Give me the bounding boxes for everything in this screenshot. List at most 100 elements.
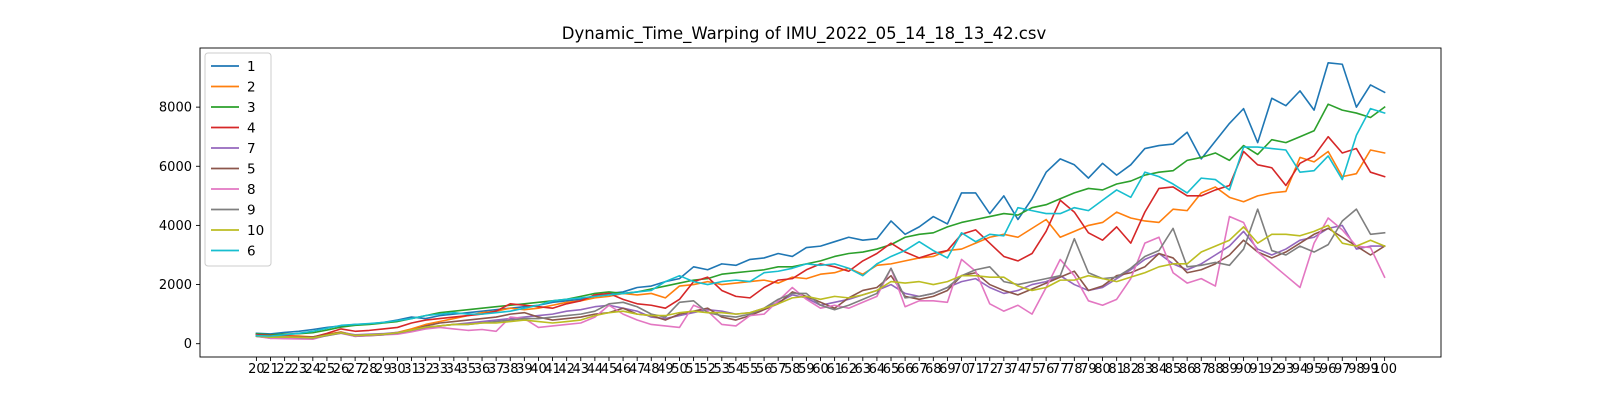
x-tick-label: 77 (1052, 362, 1069, 377)
x-tick-label: 39 (516, 362, 533, 377)
x-tick-label: 82 (1122, 362, 1139, 377)
y-tick-label: 8000 (159, 101, 192, 116)
x-tick-label: 34 (446, 362, 463, 377)
x-tick-label: 42 (558, 362, 575, 377)
legend-label-3: 3 (247, 100, 256, 116)
series-line-6 (255, 107, 1386, 337)
x-tick-label: 40 (530, 362, 547, 377)
x-tick-label: 74 (1010, 362, 1027, 377)
x-tick-label: 57 (770, 362, 787, 377)
series-line-10 (255, 224, 1386, 339)
x-tick-label: 52 (699, 362, 716, 377)
x-tick-label: 20 (248, 362, 265, 377)
x-tick-label: 21 (262, 362, 279, 377)
x-tick-label: 60 (812, 362, 829, 377)
x-tick-label: 31 (403, 362, 420, 377)
x-tick-label: 61 (826, 362, 843, 377)
legend-label-7: 7 (247, 141, 256, 157)
x-tick-label: 35 (460, 362, 477, 377)
x-tick-label: 38 (502, 362, 519, 377)
chart-title: Dynamic_Time_Warping of IMU_2022_05_14_1… (562, 24, 1047, 44)
x-tick-label: 48 (643, 362, 660, 377)
legend: 1 2 3 4 7 5 8 9 10 6 (204, 52, 272, 267)
x-tick-label: 47 (629, 362, 646, 377)
x-tick-label: 80 (1094, 362, 1111, 377)
x-tick-label: 66 (897, 362, 914, 377)
series-line-3 (255, 103, 1386, 336)
x-tick-label: 46 (615, 362, 632, 377)
x-tick-label: 72 (981, 362, 998, 377)
x-tick-label: 100 (1372, 362, 1397, 377)
series-line-5 (255, 227, 1386, 339)
x-tick-label: 98 (1348, 362, 1365, 377)
x-tick-label: 62 (840, 362, 857, 377)
x-tick-label: 36 (474, 362, 491, 377)
x-tick-label: 33 (431, 362, 448, 377)
x-tick-label: 75 (1024, 362, 1041, 377)
x-tick-label: 96 (1320, 362, 1337, 377)
legend-label-8: 8 (247, 182, 256, 198)
x-tick-label: 26 (333, 362, 350, 377)
x-tick-label: 67 (911, 362, 928, 377)
series-line-4 (255, 135, 1386, 338)
x-tick-label: 81 (1108, 362, 1125, 377)
x-tick-label: 32 (417, 362, 434, 377)
x-tick-label: 25 (319, 362, 336, 377)
x-tick-label: 71 (967, 362, 984, 377)
x-tick-label: 85 (1165, 362, 1182, 377)
x-tick-label: 93 (1278, 362, 1295, 377)
x-tick-label: 79 (1080, 362, 1097, 377)
x-tick-label: 88 (1207, 362, 1224, 377)
y-tick-label: 4000 (159, 219, 192, 234)
x-tick-label: 87 (1193, 362, 1210, 377)
legend-label-5: 5 (247, 162, 256, 178)
x-tick-label: 54 (728, 362, 745, 377)
x-tick-label: 90 (1235, 362, 1252, 377)
x-tick-label: 76 (1038, 362, 1055, 377)
x-tick-label: 23 (290, 362, 307, 377)
y-tick-label: 0 (184, 337, 192, 352)
x-tick-label: 41 (544, 362, 561, 377)
x-tick-label: 73 (996, 362, 1013, 377)
x-tick-label: 69 (939, 362, 956, 377)
x-tick-label: 37 (488, 362, 505, 377)
x-tick-label: 89 (1221, 362, 1238, 377)
series-line-8 (255, 215, 1386, 341)
x-tick-label: 64 (869, 362, 886, 377)
x-tick-label: 83 (1137, 362, 1154, 377)
legend-label-2: 2 (247, 80, 256, 96)
x-tick-label: 22 (276, 362, 293, 377)
x-tick-label: 70 (953, 362, 970, 377)
x-tick-label: 99 (1362, 362, 1379, 377)
legend-label-6: 6 (247, 244, 256, 260)
x-tick-label: 27 (347, 362, 364, 377)
x-tick-label: 50 (671, 362, 688, 377)
y-tick-label: 2000 (159, 278, 192, 293)
x-tick-label: 59 (798, 362, 815, 377)
x-tick-label: 68 (925, 362, 942, 377)
x-tick-label: 51 (685, 362, 702, 377)
x-tick-label: 30 (389, 362, 406, 377)
y-tick-label: 6000 (159, 160, 192, 175)
x-tick-label: 24 (305, 362, 322, 377)
plot-frame (199, 47, 1442, 358)
x-tick-label: 44 (587, 362, 604, 377)
x-tick-label: 43 (572, 362, 589, 377)
legend-label-4: 4 (247, 121, 256, 137)
x-tick-label: 65 (883, 362, 900, 377)
x-tick-label: 63 (855, 362, 872, 377)
x-tick-label: 49 (657, 362, 674, 377)
x-tick-label: 29 (375, 362, 392, 377)
series-line-2 (255, 149, 1386, 338)
x-tick-label: 58 (784, 362, 801, 377)
x-tick-label: 86 (1179, 362, 1196, 377)
x-tick-label: 55 (742, 362, 759, 377)
x-tick-label: 92 (1263, 362, 1280, 377)
axes: 0200040006000800020212223242526272829303… (159, 47, 1442, 377)
series-line-7 (255, 224, 1386, 340)
x-tick-label: 56 (756, 362, 773, 377)
x-tick-label: 78 (1066, 362, 1083, 377)
x-tick-label: 84 (1151, 362, 1168, 377)
